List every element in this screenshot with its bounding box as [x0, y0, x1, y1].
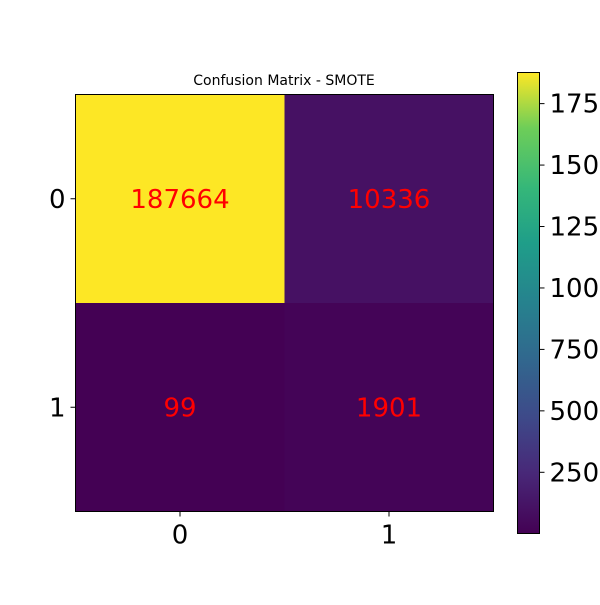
colorbar-tick-label: 125000: [550, 213, 600, 243]
x-tick-label: 1: [381, 521, 398, 551]
colorbar-tick-label: 75000: [550, 335, 600, 365]
cell-annotation-1-1: 1901: [356, 393, 422, 423]
cell-annotation-1-0: 99: [163, 393, 196, 423]
colorbar-tick-label: 175000: [550, 90, 600, 120]
colorbar-tick-label: 150000: [550, 151, 600, 181]
colorbar-tick-label: 50000: [550, 397, 600, 427]
colorbar: [518, 73, 540, 534]
x-tick-label: 0: [172, 521, 189, 551]
cell-annotation-0-1: 10336: [348, 185, 431, 215]
colorbar-tick-label: 25000: [550, 458, 600, 488]
cell-annotation-0-0: 187664: [130, 185, 229, 215]
colorbar-tick-label: 100000: [550, 274, 600, 304]
chart-title: Confusion Matrix - SMOTE: [193, 73, 375, 89]
y-tick-label: 1: [49, 393, 66, 423]
y-tick-label: 0: [49, 185, 66, 215]
